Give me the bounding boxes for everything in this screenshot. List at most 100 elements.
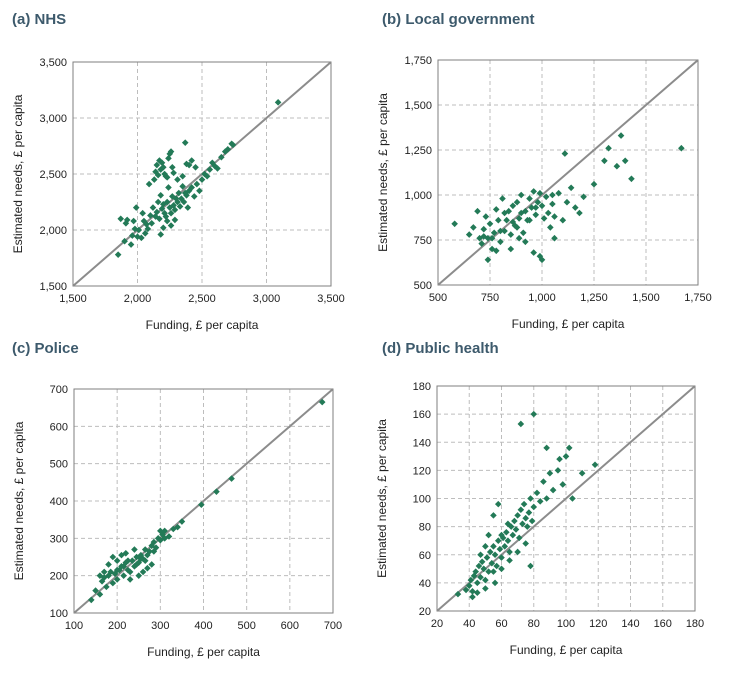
data-point xyxy=(478,558,486,566)
data-point xyxy=(87,596,95,604)
data-point xyxy=(530,249,537,256)
data-point xyxy=(515,234,523,242)
data-point xyxy=(530,503,538,511)
data-point xyxy=(454,590,462,598)
data-point xyxy=(517,209,525,217)
data-point xyxy=(549,191,556,199)
panel-public-health: (d) Public health 20 40 60 80 100 120 140 160 180… xyxy=(375,340,704,657)
data-point xyxy=(135,226,143,234)
data-point xyxy=(147,212,154,219)
y-tick-label: 180 xyxy=(413,381,431,393)
x-tick-label: 600 xyxy=(281,620,299,632)
y-tick-label: 1,000 xyxy=(404,190,432,202)
data-point xyxy=(467,576,475,584)
data-point xyxy=(546,469,554,477)
data-point xyxy=(562,453,570,460)
data-point xyxy=(480,233,488,240)
y-tick-label: 1,500 xyxy=(39,281,67,293)
data-point xyxy=(113,566,121,574)
data-point xyxy=(480,225,488,233)
data-point xyxy=(181,189,189,197)
x-tick-label: 100 xyxy=(557,618,575,630)
data-point xyxy=(165,533,173,540)
data-point xyxy=(133,561,140,568)
data-point xyxy=(154,171,162,179)
data-point xyxy=(188,184,195,191)
x-tick-label: 1,000 xyxy=(528,292,556,304)
data-point xyxy=(507,523,515,530)
data-point xyxy=(171,206,179,214)
data-point xyxy=(174,176,181,183)
data-point xyxy=(551,234,558,242)
data-point xyxy=(536,189,544,197)
x-tick-label: 80 xyxy=(528,618,540,630)
data-point xyxy=(165,184,172,191)
data-point xyxy=(196,187,203,195)
data-point xyxy=(490,229,498,237)
data-point xyxy=(470,572,478,580)
data-point xyxy=(517,191,525,199)
data-point xyxy=(160,224,167,232)
data-point xyxy=(185,187,193,195)
y-axis-label: Estimated needs, £ per capita xyxy=(11,94,25,253)
data-point xyxy=(526,195,533,202)
data-point xyxy=(113,557,121,565)
data-point xyxy=(530,410,538,418)
chart-title: (a) NHS xyxy=(12,11,66,28)
data-point xyxy=(163,174,171,181)
data-point xyxy=(578,469,586,477)
data-point xyxy=(180,198,188,206)
data-point xyxy=(176,203,184,210)
data-point xyxy=(555,189,562,197)
y-tick-label: 1,750 xyxy=(404,55,432,67)
data-point xyxy=(203,172,211,180)
data-point xyxy=(228,475,235,482)
x-tick-label: 3,500 xyxy=(317,293,345,305)
data-point xyxy=(591,461,599,469)
data-point xyxy=(139,568,147,576)
data-point xyxy=(163,198,171,206)
data-point xyxy=(476,234,483,242)
data-point xyxy=(621,157,629,165)
x-axis-label: Funding, £ per capita xyxy=(512,317,625,331)
data-point xyxy=(532,204,540,211)
data-point xyxy=(160,163,167,171)
data-point xyxy=(157,527,164,535)
data-point xyxy=(506,548,513,556)
data-point xyxy=(509,202,517,210)
data-point xyxy=(174,198,181,206)
x-tick-label: 700 xyxy=(324,620,342,632)
data-point xyxy=(172,195,180,202)
data-point xyxy=(628,175,635,183)
chart-title: (c) Police xyxy=(12,340,79,357)
x-tick-label: 3,000 xyxy=(253,293,281,305)
data-point xyxy=(478,240,485,247)
data-point xyxy=(472,568,479,575)
data-point xyxy=(154,198,162,206)
data-point xyxy=(185,161,193,169)
data-point xyxy=(138,234,145,242)
data-point xyxy=(126,568,134,576)
data-point xyxy=(515,215,523,222)
data-point xyxy=(153,208,161,216)
data-point xyxy=(571,204,579,211)
data-point xyxy=(477,573,484,581)
data-point xyxy=(511,517,518,525)
data-point xyxy=(465,582,473,589)
x-tick-label: 140 xyxy=(621,618,639,630)
data-point xyxy=(167,148,175,155)
data-point xyxy=(141,546,149,553)
data-point xyxy=(492,247,500,255)
data-point xyxy=(514,512,521,519)
data-point xyxy=(549,200,556,208)
y-tick-label: 500 xyxy=(414,280,432,292)
y-tick-label: 100 xyxy=(50,608,68,620)
data-point xyxy=(193,180,201,188)
data-point xyxy=(534,198,542,206)
data-point xyxy=(190,193,198,200)
data-point xyxy=(170,169,177,177)
data-point xyxy=(149,204,157,211)
data-point xyxy=(576,209,583,217)
data-point xyxy=(485,568,492,575)
